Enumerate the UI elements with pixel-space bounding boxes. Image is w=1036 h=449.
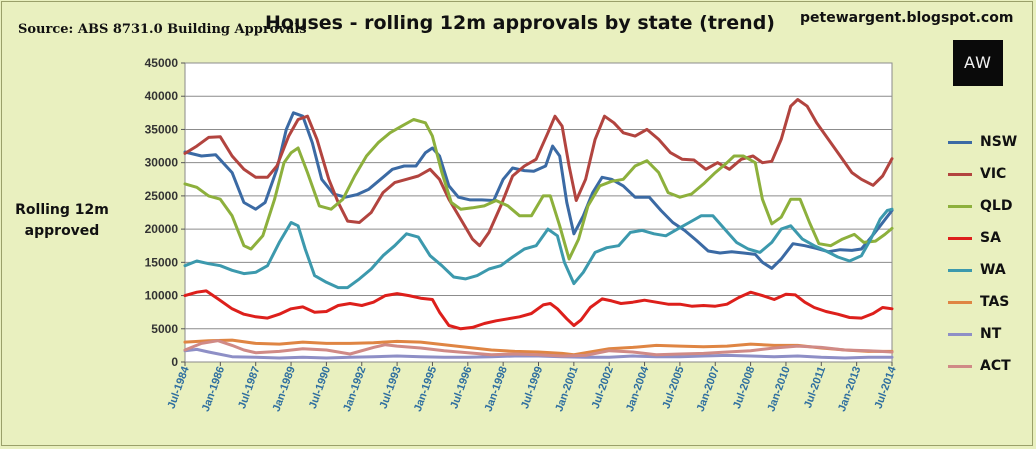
legend-label: WA bbox=[980, 262, 1006, 278]
legend-item-sa: SA bbox=[948, 222, 1028, 254]
legend-item-tas: TAS bbox=[948, 286, 1028, 318]
y-tick-label: 10000 bbox=[145, 289, 179, 303]
x-tick-label: Jul-1990 bbox=[307, 365, 333, 410]
x-tick-label: Jul-2005 bbox=[660, 365, 686, 410]
legend: NSW VIC QLD SA WA TAS NT ACT bbox=[948, 126, 1028, 382]
series-line-tas bbox=[183, 338, 894, 357]
legend-item-nt: NT bbox=[948, 318, 1028, 350]
legend-label: NT bbox=[980, 326, 1002, 342]
x-tick-label: Jul-1987 bbox=[236, 365, 262, 410]
legend-item-nsw: NSW bbox=[948, 126, 1028, 158]
series-line-nt bbox=[183, 347, 894, 360]
x-tick-label: Jul-1984 bbox=[165, 364, 192, 410]
legend-label: NSW bbox=[980, 134, 1018, 150]
y-tick-label: 45000 bbox=[145, 56, 179, 70]
legend-swatch bbox=[948, 204, 972, 208]
x-tick-label: Jul-1993 bbox=[378, 365, 404, 410]
x-tick-label: Jan-2013 bbox=[836, 365, 863, 413]
x-tick-label: Jul-2011 bbox=[802, 365, 828, 410]
legend-swatch bbox=[948, 364, 972, 368]
blog-url: petewargent.blogspot.com bbox=[800, 10, 1014, 26]
source-note: Source: ABS 8731.0 Building Approvals bbox=[18, 22, 307, 37]
series-line-nsw bbox=[183, 111, 894, 270]
x-tick-label: Jul-2014 bbox=[872, 364, 899, 410]
y-tick-label: 40000 bbox=[145, 89, 179, 103]
legend-item-vic: VIC bbox=[948, 158, 1028, 190]
x-tick-label: Jan-2007 bbox=[695, 365, 722, 413]
x-tick-label: Jan-1989 bbox=[270, 365, 297, 413]
y-tick-label: 25000 bbox=[145, 189, 179, 203]
x-tick-label: Jul-1996 bbox=[448, 365, 474, 410]
legend-swatch bbox=[948, 300, 972, 304]
x-tick-label: Jan-1992 bbox=[341, 365, 368, 413]
legend-swatch bbox=[948, 140, 972, 144]
legend-label: QLD bbox=[980, 198, 1013, 214]
series-line-vic bbox=[183, 98, 894, 248]
brand-logo: AW bbox=[953, 40, 1003, 86]
legend-label: TAS bbox=[980, 294, 1010, 310]
x-tick-label: Jan-1986 bbox=[200, 365, 227, 413]
x-tick-label: Jan-2004 bbox=[624, 364, 652, 413]
y-tick-label: 5000 bbox=[151, 322, 178, 336]
x-tick-label: Jul-2008 bbox=[731, 365, 757, 410]
legend-swatch bbox=[948, 268, 972, 272]
legend-swatch bbox=[948, 332, 972, 336]
plot-area bbox=[184, 62, 893, 363]
x-tick-label: Jan-1995 bbox=[412, 365, 439, 413]
x-tick-label: Jul-1999 bbox=[519, 365, 545, 410]
legend-swatch bbox=[948, 172, 972, 176]
series-line-qld bbox=[183, 118, 894, 261]
legend-label: SA bbox=[980, 230, 1001, 246]
series-line-wa bbox=[183, 207, 894, 290]
legend-swatch bbox=[948, 236, 972, 240]
y-tick-label: 20000 bbox=[145, 222, 179, 236]
legend-label: ACT bbox=[980, 358, 1011, 374]
legend-label: VIC bbox=[980, 166, 1007, 182]
y-tick-label: 15000 bbox=[145, 255, 179, 269]
y-tick-label: 0 bbox=[171, 355, 178, 369]
legend-item-qld: QLD bbox=[948, 190, 1028, 222]
legend-item-act: ACT bbox=[948, 350, 1028, 382]
x-tick-label: Jan-1998 bbox=[483, 365, 510, 413]
x-tick-label: Jan-2010 bbox=[765, 365, 792, 413]
x-tick-label: Jul-2002 bbox=[590, 365, 616, 410]
series-line-act bbox=[183, 339, 894, 358]
chart-title: Houses - rolling 12m approvals by state … bbox=[265, 12, 775, 34]
legend-item-wa: WA bbox=[948, 254, 1028, 286]
x-tick-label: Jan-2001 bbox=[553, 365, 580, 413]
y-tick-label: 30000 bbox=[145, 156, 179, 170]
series-line-sa bbox=[183, 289, 894, 331]
y-tick-label: 35000 bbox=[145, 122, 179, 136]
y-axis-label: Rolling 12m approved bbox=[15, 202, 109, 239]
